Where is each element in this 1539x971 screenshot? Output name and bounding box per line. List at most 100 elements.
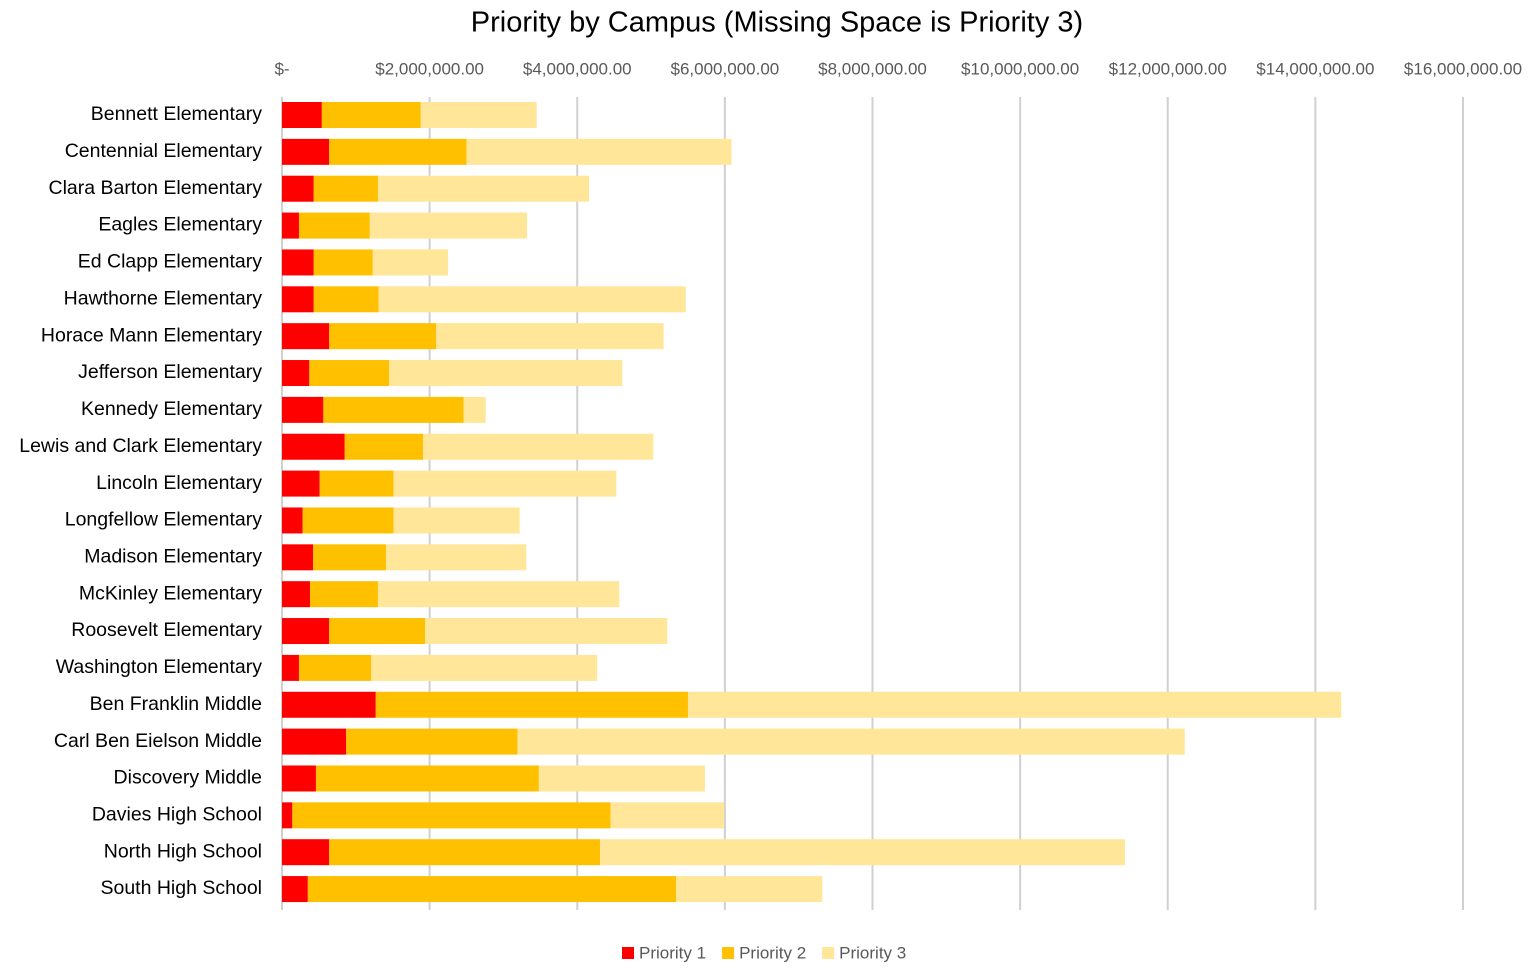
- bar-segment: [425, 618, 668, 645]
- x-tick-label: $-: [274, 59, 289, 78]
- bar-segment: [377, 581, 620, 608]
- chart-title: Priority by Campus (Missing Space is Pri…: [471, 7, 1083, 39]
- x-tick-label: $16,000,000.00: [1404, 59, 1522, 78]
- bar-segment: [282, 102, 322, 128]
- bar-segment: [282, 876, 308, 903]
- legend-swatch: [722, 947, 735, 959]
- bar-segment: [282, 618, 330, 645]
- bar-segment: [377, 175, 590, 202]
- bar-segment: [282, 212, 299, 239]
- bar-segment: [282, 581, 311, 608]
- y-tick-label: Davies High School: [92, 803, 262, 825]
- legend-swatch: [822, 947, 835, 959]
- bar-segment: [676, 876, 823, 903]
- y-tick-label: McKinley Elementary: [79, 582, 262, 604]
- legend-swatch: [622, 947, 634, 959]
- bar-segment: [323, 396, 464, 423]
- x-tick-label: $14,000,000.00: [1256, 59, 1374, 78]
- bar-segment: [307, 876, 677, 903]
- bar-segment: [313, 175, 378, 202]
- bar-segment: [315, 765, 539, 792]
- bar-segment: [420, 102, 537, 128]
- bar-segment: [329, 138, 467, 165]
- bar-segment: [329, 839, 601, 866]
- bar-segment: [346, 728, 518, 755]
- bar-segment: [298, 212, 370, 239]
- bar-segment: [282, 286, 314, 313]
- bar-segment: [517, 728, 1185, 755]
- bar-segment: [393, 507, 520, 534]
- bar-segment: [538, 765, 705, 792]
- bar-segment: [282, 138, 330, 165]
- bar-segment: [375, 691, 688, 718]
- bar-segment: [610, 802, 725, 829]
- y-tick-label: Centennial Elementary: [65, 140, 263, 162]
- bar-segment: [282, 396, 324, 423]
- y-tick-label: Clara Barton Elementary: [48, 177, 262, 199]
- bar-segment: [302, 507, 394, 534]
- bar-segment: [282, 175, 314, 202]
- y-tick-label: Lewis and Clark Elementary: [19, 435, 262, 457]
- y-tick-label: North High School: [104, 840, 262, 862]
- legend-label: Priority 3: [839, 943, 906, 962]
- bar-segment: [282, 544, 314, 571]
- bar-segment: [369, 212, 528, 239]
- bar-segment: [313, 286, 379, 313]
- y-tick-label: Longfellow Elementary: [65, 509, 263, 531]
- bar-segment: [298, 654, 372, 681]
- bar-segment: [422, 433, 654, 460]
- bar-segment: [393, 470, 617, 497]
- bar-segment: [386, 544, 527, 571]
- bar-segment: [319, 470, 394, 497]
- bar-segment: [282, 249, 314, 276]
- y-tick-label: Eagles Elementary: [98, 214, 262, 236]
- y-tick-label: Carl Ben Eielson Middle: [54, 730, 262, 752]
- x-tick-label: $8,000,000.00: [818, 59, 927, 78]
- y-tick-label: Madison Elementary: [84, 545, 262, 567]
- bar-segment: [466, 138, 732, 165]
- y-tick-label: Bennett Elementary: [91, 103, 263, 125]
- bar-segment: [687, 691, 1342, 718]
- bar-segment: [436, 323, 664, 350]
- bar-segment: [282, 765, 316, 792]
- bar-segment: [282, 360, 310, 387]
- bar-segment: [282, 691, 376, 718]
- y-tick-label: Lincoln Elementary: [96, 472, 262, 494]
- y-tick-label: Discovery Middle: [114, 767, 262, 789]
- bar-segment: [313, 544, 387, 571]
- bar-segment: [310, 581, 378, 608]
- x-tick-label: $2,000,000.00: [375, 59, 484, 78]
- bar-segment: [378, 286, 686, 313]
- y-tick-label: Ben Franklin Middle: [90, 693, 262, 715]
- bar-segment: [389, 360, 623, 387]
- bar-segment: [344, 433, 423, 460]
- bar-segment: [282, 802, 293, 829]
- bar-segment: [372, 249, 449, 276]
- bar-segment: [313, 249, 373, 276]
- y-tick-label: Roosevelt Elementary: [71, 619, 262, 641]
- bar-segment: [282, 470, 320, 497]
- x-tick-label: $10,000,000.00: [961, 59, 1079, 78]
- y-tick-label: Hawthorne Elementary: [64, 287, 263, 309]
- bar-segment: [309, 360, 390, 387]
- y-tick-label: Ed Clapp Elementary: [78, 251, 263, 273]
- bar-segment: [600, 839, 1125, 866]
- bar-segment: [282, 654, 299, 681]
- bar-segment: [329, 618, 426, 645]
- x-tick-label: $4,000,000.00: [523, 59, 632, 78]
- y-tick-label: Horace Mann Elementary: [41, 324, 262, 346]
- bar-segment: [321, 102, 421, 128]
- bar-segment: [282, 507, 303, 534]
- legend-label: Priority 2: [739, 943, 806, 962]
- y-tick-label: Kennedy Elementary: [81, 398, 262, 420]
- x-tick-label: $6,000,000.00: [671, 59, 780, 78]
- bar-segment: [292, 802, 611, 829]
- y-tick-label: Jefferson Elementary: [78, 361, 262, 383]
- bar-segment: [282, 323, 330, 350]
- bar-segment: [282, 728, 347, 755]
- x-tick-label: $12,000,000.00: [1109, 59, 1227, 78]
- y-tick-label: Washington Elementary: [56, 656, 263, 678]
- bar-segment: [371, 654, 598, 681]
- bar-segment: [463, 396, 486, 423]
